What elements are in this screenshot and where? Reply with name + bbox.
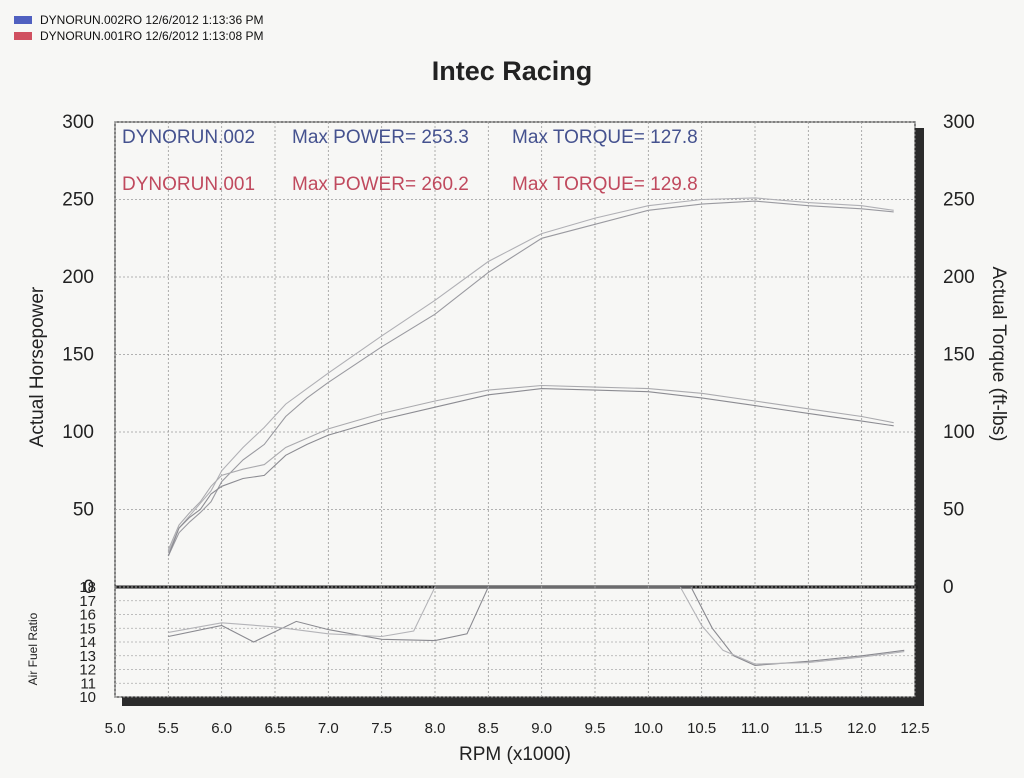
annotation-run-001-power: Max POWER= 260.2 xyxy=(292,174,469,195)
y-axis-label: Actual Horsepower xyxy=(27,286,48,447)
series-line-3 xyxy=(167,384,894,551)
annotation-run-002-name: DYNORUN.002 xyxy=(122,127,255,148)
afr-tick-2: 12 xyxy=(79,662,96,679)
afr-plot-shadow-bottom xyxy=(122,697,924,706)
x-tick-1: 5.5 xyxy=(158,720,179,737)
series-line-2 xyxy=(167,388,894,557)
y-tick-0: 0 xyxy=(83,577,94,598)
x-tick-2: 6.0 xyxy=(211,720,232,737)
y-tick-5: 250 xyxy=(62,190,94,211)
x-tick-11: 10.5 xyxy=(687,720,716,737)
annotation-run-001-name: DYNORUN.001 xyxy=(122,174,255,195)
x-tick-4: 7.0 xyxy=(318,720,339,737)
legend-item-run-001: DYNORUN.001RO 12/6/2012 1:13:08 PM xyxy=(14,28,263,44)
x-tick-9: 9.5 xyxy=(585,720,606,737)
x-axis-label: RPM (x1000) xyxy=(459,744,571,765)
afr-lines xyxy=(168,586,905,666)
y2-axis-label: Actual Torque (ft-lbs) xyxy=(988,267,1009,442)
y-tick-2: 100 xyxy=(62,422,94,443)
x-tick-labels: 5.0 5.5 6.0 6.5 7.0 7.5 8.0 8.5 9.0 9.5 10.0 10.5 11… xyxy=(105,720,930,737)
afr-line-0 xyxy=(168,586,905,666)
annotation-run-002-power: Max POWER= 253.3 xyxy=(292,127,469,148)
series-line-1 xyxy=(167,197,894,554)
y2-tick-labels: 0 50 100 150 200 250 300 xyxy=(943,112,975,598)
main-plot-shadow-right xyxy=(915,128,924,590)
x-tick-15: 12.5 xyxy=(900,720,929,737)
legend-swatch-run-001 xyxy=(14,32,32,40)
x-tick-14: 12.0 xyxy=(847,720,876,737)
annotation-run-002-torque: Max TORQUE= 127.8 xyxy=(512,127,698,148)
series-line-0 xyxy=(167,200,894,557)
afr-tick-0: 10 xyxy=(79,689,96,706)
afr-plot-shadow-right xyxy=(915,590,924,703)
annotation-run-002: DYNORUN.002 Max POWER= 253.3 Max TORQUE=… xyxy=(122,127,698,148)
y-tick-1: 50 xyxy=(73,500,94,521)
legend-label-run-001: DYNORUN.001RO 12/6/2012 1:13:08 PM xyxy=(40,29,264,43)
legend-swatch-run-002 xyxy=(14,16,32,24)
annotation-run-001-torque: Max TORQUE= 129.8 xyxy=(512,174,698,195)
y-tick-4: 200 xyxy=(62,267,94,288)
afr-tick-6: 16 xyxy=(79,607,96,624)
x-tick-3: 6.5 xyxy=(265,720,286,737)
y-tick-3: 150 xyxy=(62,345,94,366)
x-tick-7: 8.5 xyxy=(478,720,499,737)
afr-tick-3: 13 xyxy=(79,648,96,665)
x-tick-10: 10.0 xyxy=(634,720,663,737)
afr-tick-7: 17 xyxy=(79,593,96,610)
afr-axis-label: Air Fuel Ratio xyxy=(26,612,40,685)
afr-tick-1: 11 xyxy=(80,675,96,692)
afr-tick-4: 14 xyxy=(79,634,96,651)
afr-tick-8: 18 xyxy=(79,579,96,596)
x-tick-6: 8.0 xyxy=(425,720,446,737)
y2-tick-3: 150 xyxy=(943,345,975,366)
y2-tick-4: 200 xyxy=(943,267,975,288)
afr-tick-5: 15 xyxy=(79,620,96,637)
chart-title: Intec Racing xyxy=(431,56,593,86)
legend: DYNORUN.002RO 12/6/2012 1:13:36 PM DYNOR… xyxy=(14,12,263,44)
legend-label-run-002: DYNORUN.002RO 12/6/2012 1:13:36 PM xyxy=(40,13,264,27)
y-tick-6: 300 xyxy=(62,112,94,133)
x-tick-0: 5.0 xyxy=(105,720,126,737)
y2-tick-1: 50 xyxy=(943,500,964,521)
y-tick-labels: 0 50 100 150 200 250 300 xyxy=(62,112,94,598)
annotation-run-001: DYNORUN.001 Max POWER= 260.2 Max TORQUE=… xyxy=(122,174,698,195)
y2-tick-6: 300 xyxy=(943,112,975,133)
afr-grid xyxy=(114,586,916,698)
y2-tick-0: 0 xyxy=(943,577,954,598)
x-tick-12: 11.0 xyxy=(741,720,769,737)
x-tick-5: 7.5 xyxy=(371,720,392,737)
series-lines xyxy=(167,197,894,557)
x-tick-8: 9.0 xyxy=(531,720,552,737)
legend-item-run-002: DYNORUN.002RO 12/6/2012 1:13:36 PM xyxy=(14,12,263,28)
x-tick-13: 11.5 xyxy=(794,720,822,737)
afr-line-1 xyxy=(168,586,905,665)
y2-tick-5: 250 xyxy=(943,190,975,211)
y2-tick-2: 100 xyxy=(943,422,975,443)
